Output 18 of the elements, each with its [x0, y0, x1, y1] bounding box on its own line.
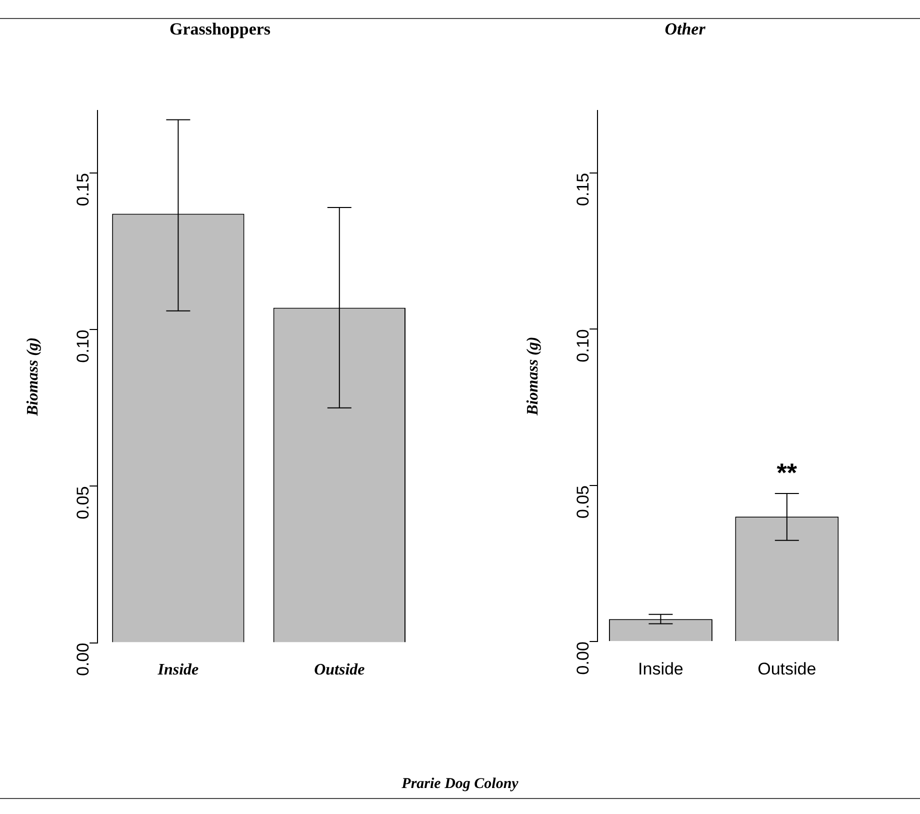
- text: Prarie Dog Colony: [400, 776, 520, 793]
- y-tick-label: 0.00: [573, 642, 592, 675]
- y-tick-label: 0.00: [73, 642, 92, 676]
- y-tick-label: 0.15: [573, 172, 592, 206]
- annotation: **: [776, 458, 798, 488]
- x-tick-label: Outside: [314, 662, 365, 679]
- y-tick-label: 0.15: [73, 173, 92, 206]
- y-axis-title: Biomass (g): [24, 337, 42, 417]
- x-tick-label: Inside: [638, 659, 684, 678]
- y-tick-label: 0.05: [573, 485, 592, 518]
- y-axis-title: Biomass (g): [524, 336, 542, 416]
- x-tick-label: Inside: [156, 662, 199, 679]
- y-tick-label: 0.10: [73, 330, 92, 363]
- y-tick-label: 0.05: [73, 486, 92, 520]
- chart-title: Grasshoppers: [169, 20, 271, 39]
- y-tick-label: 0.10: [573, 329, 592, 362]
- x-tick-label: Outside: [758, 659, 816, 678]
- chart-title: Other: [664, 20, 706, 39]
